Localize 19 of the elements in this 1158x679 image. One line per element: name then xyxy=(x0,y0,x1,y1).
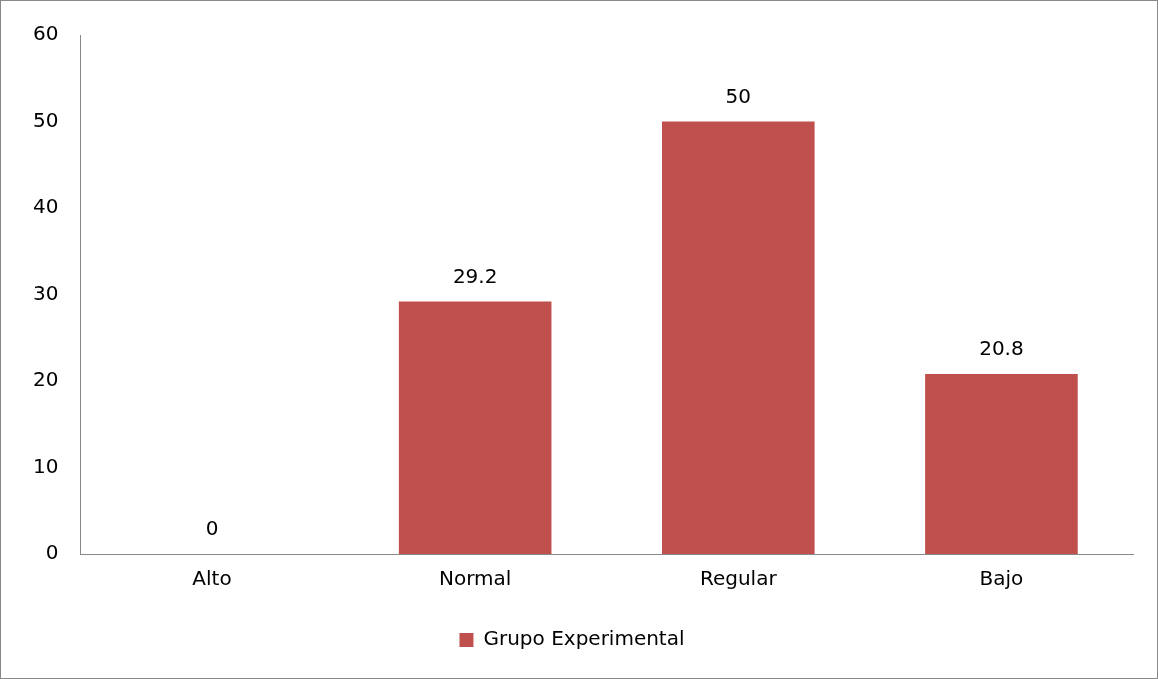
x-tick-label: Alto xyxy=(192,566,232,591)
data-label: 20.8 xyxy=(979,336,1024,361)
y-tick-label: 30 xyxy=(33,280,59,305)
y-tick-label: 10 xyxy=(33,453,59,478)
x-tick-label: Bajo xyxy=(979,566,1024,591)
x-tick-label: Normal xyxy=(438,566,512,591)
data-label: 50 xyxy=(725,83,752,108)
y-tick-label: 20 xyxy=(33,367,59,392)
y-tick-label: 60 xyxy=(33,21,59,46)
bar xyxy=(398,301,552,554)
legend-label: Grupo Experimental xyxy=(483,626,685,651)
y-tick-label: 40 xyxy=(33,194,59,219)
data-label: 29.2 xyxy=(452,263,498,288)
x-tick-label: Regular xyxy=(699,566,778,591)
y-tick-label: 0 xyxy=(45,540,59,565)
bar xyxy=(925,374,1078,554)
data-label: 0 xyxy=(205,516,219,541)
y-tick-label: 50 xyxy=(33,107,59,132)
bar xyxy=(661,121,815,554)
